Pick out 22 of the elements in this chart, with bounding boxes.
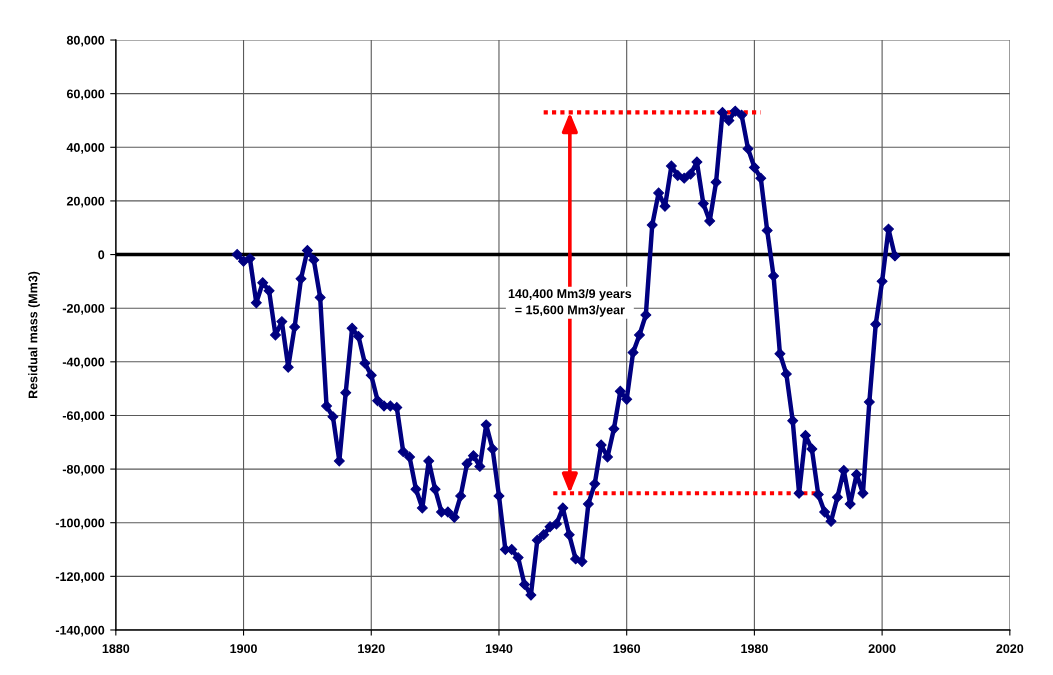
y-tick-label: -60,000 <box>62 411 105 422</box>
x-tick-label: 1900 <box>230 644 257 654</box>
x-tick-label: 2000 <box>868 644 896 654</box>
x-tick-label: 1980 <box>741 644 768 654</box>
y-tick-label: 60,000 <box>66 89 105 101</box>
y-tick-label: -100,000 <box>55 518 105 530</box>
x-tick-label: 1880 <box>102 644 130 654</box>
y-tick-label: -140,000 <box>55 625 105 637</box>
y-axis-title: Residual mass (Mm3) <box>28 271 40 399</box>
y-tick-label: -40,000 <box>62 357 105 369</box>
y-tick-label: -120,000 <box>55 572 105 583</box>
x-tick-label: 1960 <box>613 644 641 654</box>
x-tick-label: 2020 <box>996 644 1024 654</box>
annotation: 140,400 Mm3/9 years = 15,600 Mm3/year <box>508 288 632 317</box>
y-tick-label: 0 <box>98 250 105 260</box>
y-tick-label: 20,000 <box>66 196 105 208</box>
y-tick-label: -80,000 <box>62 464 105 476</box>
x-tick-label: 1920 <box>358 644 385 654</box>
y-tick-label: 40,000 <box>66 143 105 154</box>
y-tick-label: 80,000 <box>66 35 105 47</box>
x-tick-label: 1940 <box>485 644 513 654</box>
y-tick-label: -20,000 <box>62 303 105 315</box>
